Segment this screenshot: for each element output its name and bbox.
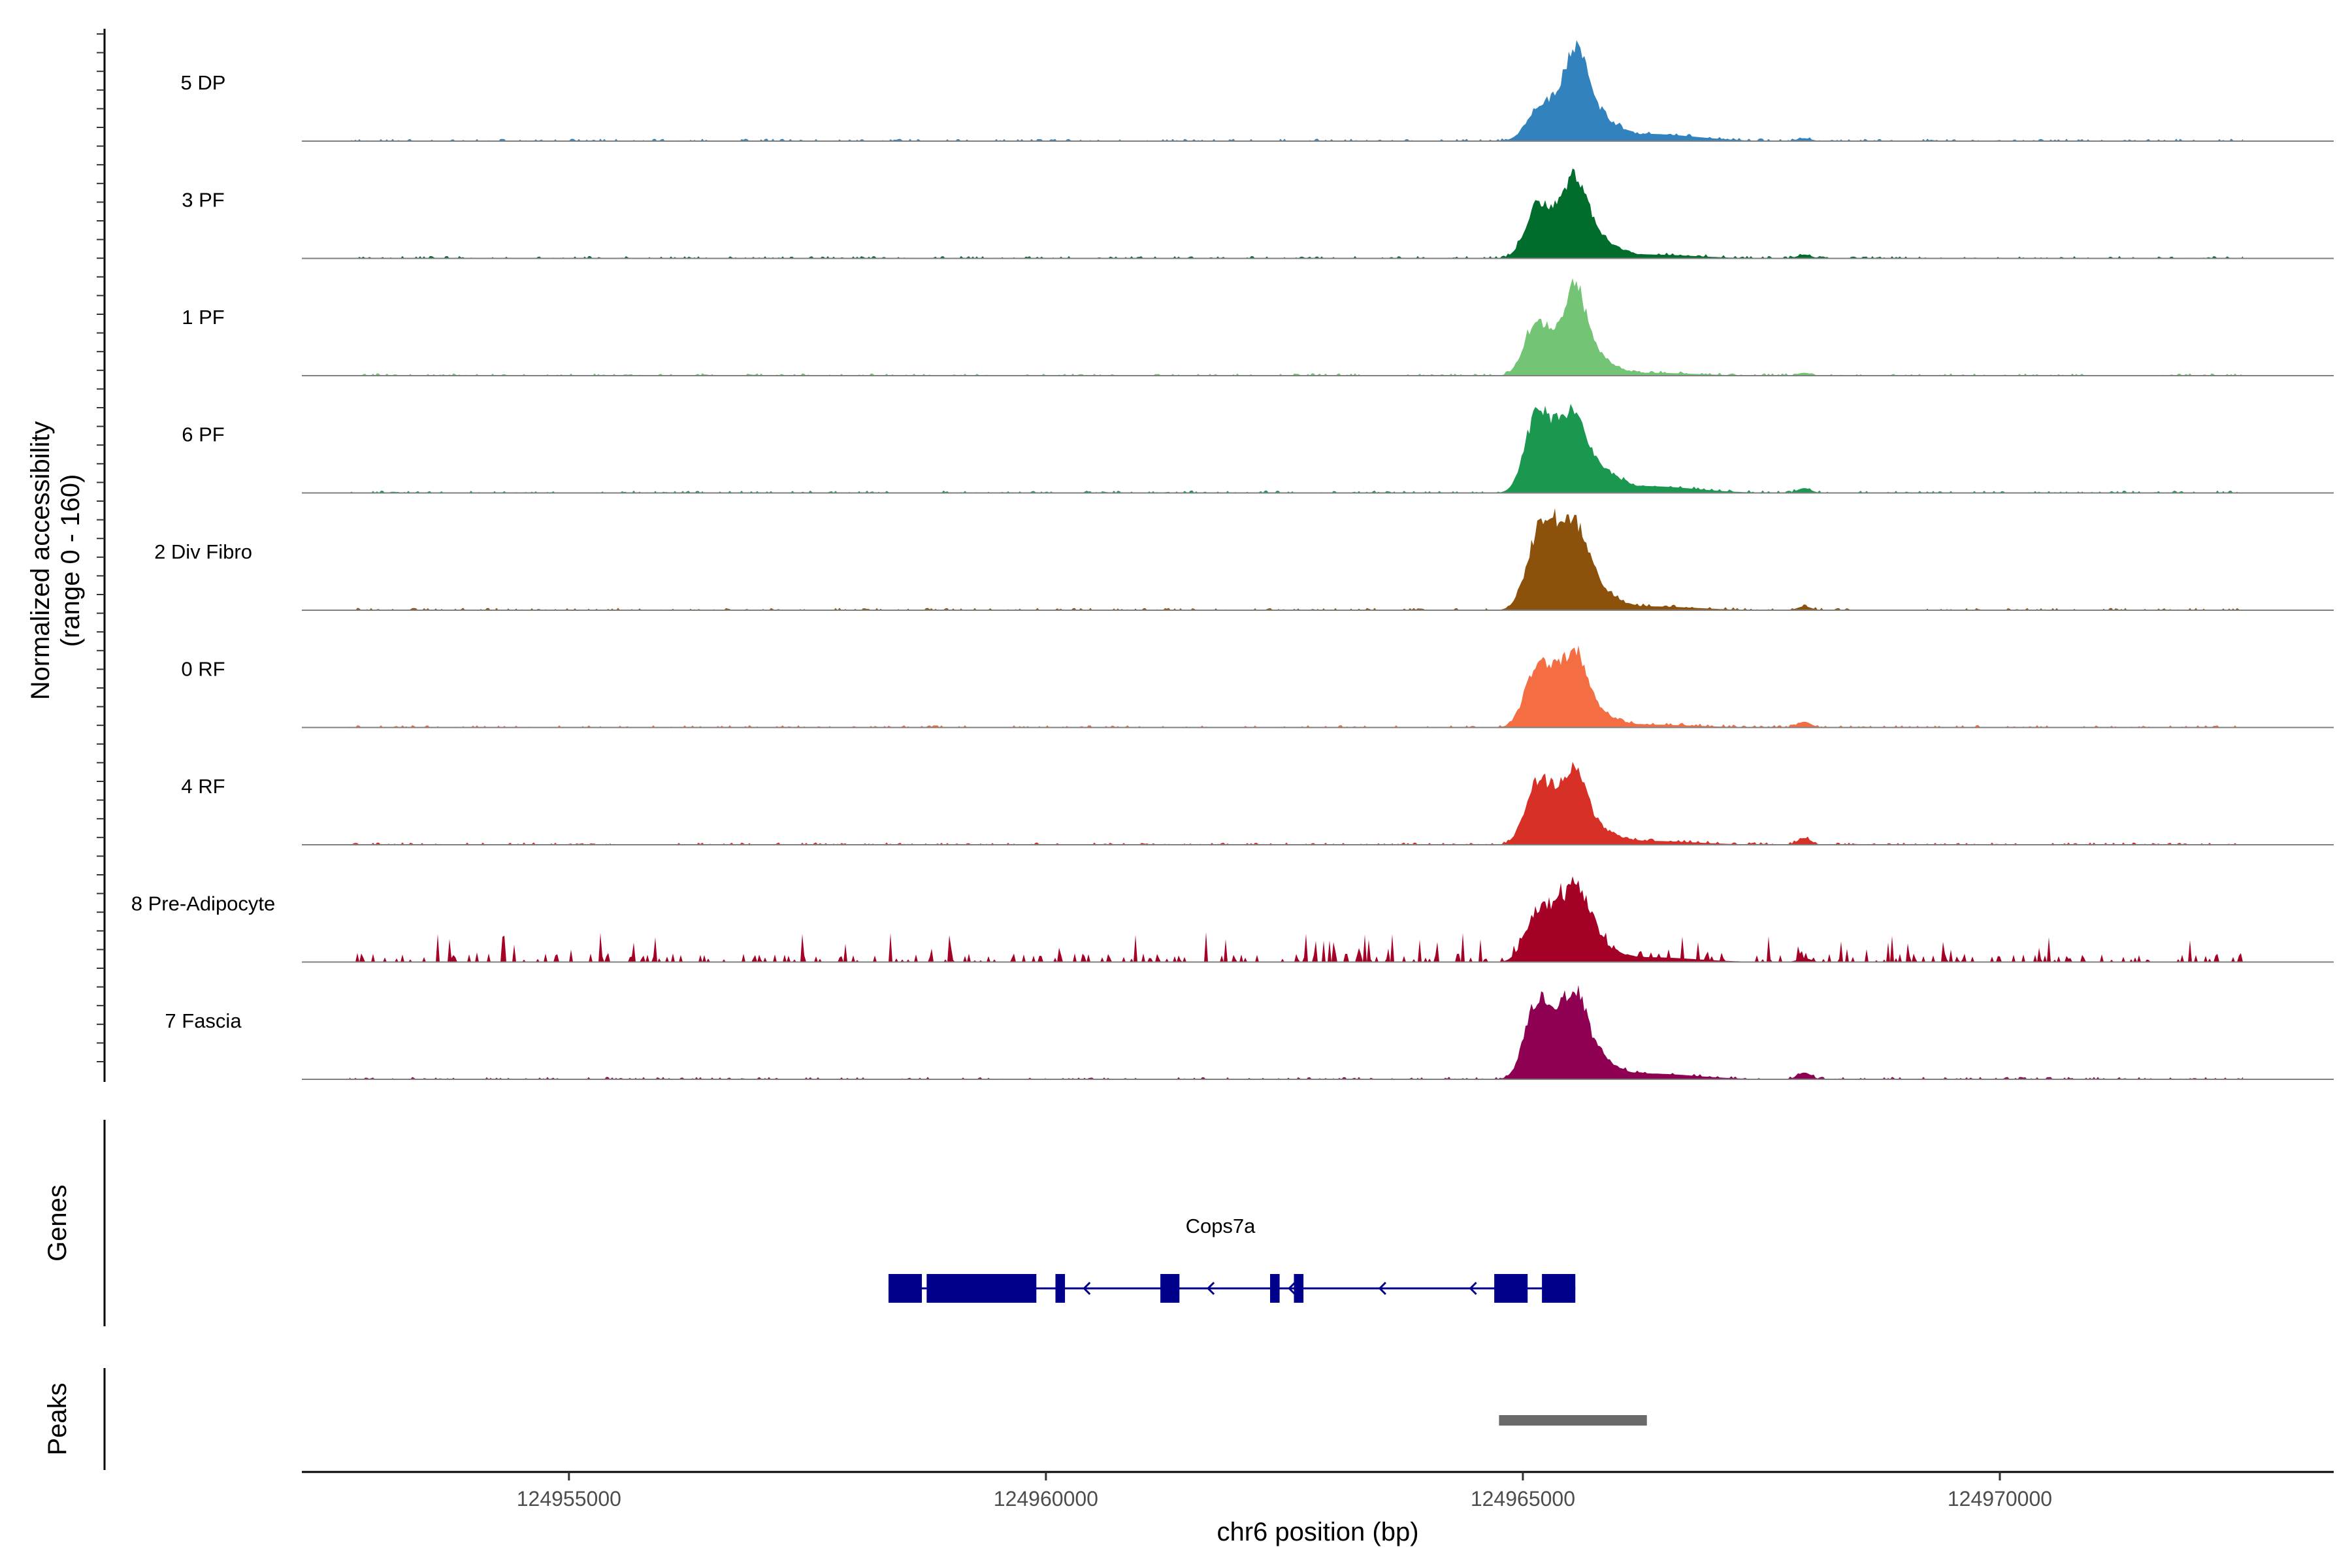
track-label: 2 Div Fibro xyxy=(154,540,252,563)
x-tick-label-3: 124970000 xyxy=(1948,1487,2052,1511)
track-6-pf: 6 PF xyxy=(182,404,2334,494)
coverage-area xyxy=(350,762,2244,845)
gene-model-cops7a xyxy=(888,1274,1576,1303)
x-tick-label-2: 124965000 xyxy=(1471,1487,1575,1511)
track-label: 0 RF xyxy=(181,658,225,681)
y-axis-title-line1: Normalized accessibility xyxy=(26,421,55,700)
track-label: 5 DP xyxy=(181,71,226,94)
track-7-fascia: 7 Fascia xyxy=(165,985,2334,1080)
coverage-area xyxy=(350,985,2244,1079)
x-tick-label-1: 124960000 xyxy=(994,1487,1098,1511)
coverage-area xyxy=(350,508,2244,610)
coverage-area xyxy=(350,645,2244,728)
coverage-area xyxy=(350,876,2244,962)
peaks-panel-label: Peaks xyxy=(43,1382,72,1455)
coverage-area xyxy=(350,278,2244,376)
strand-arrow xyxy=(1083,1281,1091,1296)
x-tick-label-0: 124955000 xyxy=(517,1487,621,1511)
accessibility-tracks: 5 DP 3 PF 1 PF 6 PF 2 Div Fibro 0 RF 4 RF 8 Pre… xyxy=(131,40,2334,1080)
strand-arrow xyxy=(1378,1281,1386,1296)
track-2-div-fibro: 2 Div Fibro xyxy=(154,508,2334,611)
track-label: 3 PF xyxy=(182,189,224,212)
strand-arrow xyxy=(1288,1281,1296,1296)
gene-exon xyxy=(1542,1274,1576,1303)
track-label: 4 RF xyxy=(181,775,225,798)
x-axis-title: chr6 position (bp) xyxy=(1217,1518,1418,1546)
track-4-rf: 4 RF xyxy=(181,762,2334,845)
x-axis-ticks: 124955000 124960000 124965000 124970000 xyxy=(517,1472,2052,1511)
genes-panel-label: Genes xyxy=(43,1184,72,1262)
strand-arrow xyxy=(1206,1281,1215,1296)
track-5-dp: 5 DP xyxy=(181,40,2334,142)
track-1-pf: 1 PF xyxy=(182,278,2334,376)
track-label: 1 PF xyxy=(182,306,224,329)
y-axis-title: Normalized accessibility (range 0 - 160) xyxy=(26,421,85,700)
track-0-rf: 0 RF xyxy=(181,645,2334,728)
gene-exon xyxy=(926,1274,1037,1303)
gene-name-label: Cops7a xyxy=(1186,1215,1256,1237)
y-axis-title-line2: (range 0 - 160) xyxy=(56,474,85,647)
strand-arrow xyxy=(1469,1281,1477,1296)
track-3-pf: 3 PF xyxy=(182,168,2334,259)
gene-exon xyxy=(1494,1274,1528,1303)
gene-exon xyxy=(1269,1274,1280,1303)
gene-exon xyxy=(1055,1274,1066,1303)
y-axis-ticks xyxy=(97,33,105,1062)
coverage-area xyxy=(350,40,2244,141)
peak-regions xyxy=(1499,1415,1647,1426)
track-label: 7 Fascia xyxy=(165,1009,242,1032)
peak-region xyxy=(1499,1415,1647,1426)
coverage-area xyxy=(350,404,2244,493)
track-8-pre-adipocyte: 8 Pre-Adipocyte xyxy=(131,876,2334,963)
track-label: 8 Pre-Adipocyte xyxy=(131,892,276,915)
coverage-area xyxy=(350,168,2244,259)
gene-exon xyxy=(1160,1274,1180,1303)
gene-exon xyxy=(888,1274,923,1303)
gene-exon xyxy=(1294,1274,1304,1303)
track-label: 6 PF xyxy=(182,423,224,446)
